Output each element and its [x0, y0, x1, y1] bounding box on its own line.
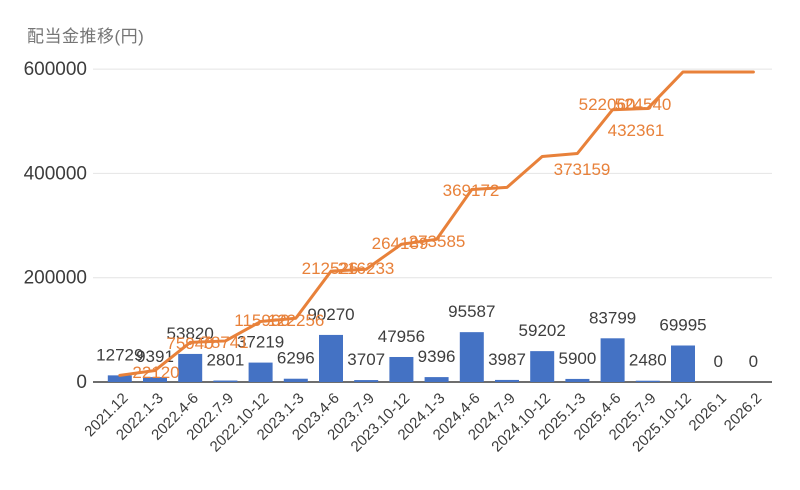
- bar-value-label: 3987: [488, 350, 526, 369]
- bar: [565, 378, 590, 382]
- chart-title: 配当金推移(円): [27, 27, 145, 46]
- bar-value-label: 95587: [448, 302, 495, 321]
- bar-value-label: 2480: [629, 351, 667, 370]
- bar: [530, 351, 555, 382]
- line-value-label: 273585: [409, 232, 466, 251]
- y-axis-tick-label: 600000: [24, 59, 87, 80]
- bar: [600, 338, 625, 382]
- bar-value-label: 0: [713, 352, 722, 371]
- line-value-label: 122256: [268, 311, 325, 330]
- bar-value-label: 9396: [418, 347, 456, 366]
- line-value-label: 216233: [338, 259, 395, 278]
- bar-value-label: 53820: [167, 324, 214, 343]
- line-value-label: 524540: [615, 95, 672, 114]
- line-value-label: 373159: [554, 160, 611, 179]
- bar-value-label: 2801: [206, 351, 244, 370]
- y-axis-tick-label: 0: [76, 372, 87, 393]
- bar-value-label: 3707: [347, 350, 385, 369]
- bar-value-label: 47956: [378, 327, 425, 346]
- line-value-label: 78741: [201, 333, 248, 352]
- bar-value-label: 69995: [659, 315, 706, 334]
- line-value-label: 369172: [443, 181, 500, 200]
- bar-value-label: 37219: [237, 333, 284, 352]
- x-axis-category-label: 2026.2: [721, 390, 765, 434]
- bar: [671, 345, 695, 382]
- bar: [283, 378, 308, 382]
- bar-value-label: 83799: [589, 308, 636, 327]
- bar-value-label: 5900: [558, 349, 596, 368]
- bar-value-label: 90270: [307, 305, 354, 324]
- bar: [459, 332, 484, 382]
- line-value-label: 432361: [608, 121, 665, 140]
- line-value-label: 264189: [372, 234, 429, 253]
- bar-value-label: 59202: [519, 321, 566, 340]
- bar: [143, 377, 167, 382]
- line-value-label: 75940: [166, 334, 213, 353]
- line-value-label: 212526: [302, 259, 359, 278]
- bar-value-label: 12729: [96, 345, 143, 364]
- bar-value-label: 6296: [277, 349, 315, 368]
- bar: [389, 356, 414, 382]
- line-value-label: 22120: [132, 363, 179, 382]
- line-value-label: 522060: [579, 95, 636, 114]
- line-value-label: 115960: [234, 311, 289, 330]
- bar: [178, 353, 203, 382]
- bar: [107, 375, 132, 382]
- y-axis-tick-label: 200000: [24, 268, 87, 289]
- cumulative-line: [118, 70, 755, 377]
- bar: [424, 377, 449, 382]
- bar: [248, 362, 273, 382]
- y-axis-tick-label: 400000: [24, 163, 87, 184]
- bar-value-label: 0: [749, 352, 758, 371]
- bar: [213, 380, 238, 382]
- x-axis-category-label: 2026.1: [686, 390, 730, 434]
- bar: [319, 334, 343, 382]
- bar: [495, 379, 519, 382]
- bar: [354, 380, 379, 382]
- bar: [635, 380, 660, 382]
